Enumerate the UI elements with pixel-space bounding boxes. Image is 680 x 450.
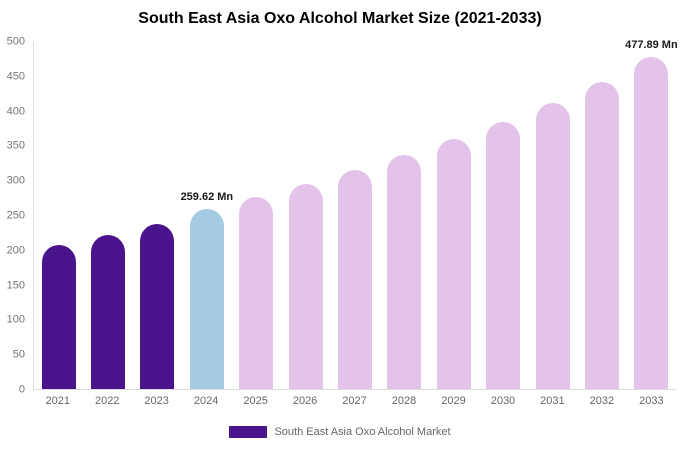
chart-title: South East Asia Oxo Alcohol Market Size … xyxy=(138,10,542,27)
bar-slot-2033: 477.89 Mn xyxy=(625,39,678,389)
y-axis: 0 50 100 150 200 250 300 350 400 450 500 xyxy=(0,36,28,395)
bar-2021 xyxy=(41,244,76,389)
y-tick-label: 350 xyxy=(6,139,25,152)
bar-slot-2029 xyxy=(429,42,478,389)
y-tick-label: 0 xyxy=(18,383,25,396)
x-tick-label-2024: 2024 xyxy=(193,395,219,407)
x-tick-label-2029: 2029 xyxy=(441,395,466,407)
y-tick-label: 450 xyxy=(6,70,25,83)
bar-slot-2027 xyxy=(330,42,379,389)
bar-slot-2032 xyxy=(577,42,626,389)
y-tick-label: 100 xyxy=(6,313,25,326)
y-tick-label: 400 xyxy=(6,105,25,118)
y-tick-label: 150 xyxy=(6,279,25,292)
x-tick-label-2023: 2023 xyxy=(144,395,169,407)
bar-2033 xyxy=(634,57,669,389)
bar-slot-2026 xyxy=(281,42,330,389)
bar-2027 xyxy=(338,170,373,389)
x-tick-label-2027: 2027 xyxy=(342,395,367,407)
bar-2030 xyxy=(486,121,521,389)
x-tick-label-2032: 2032 xyxy=(589,395,615,407)
bar-2029 xyxy=(436,139,471,389)
bar-slot-2023 xyxy=(133,42,182,389)
x-axis: 2021 2022 2023 2024 2025 2026 2027 2028 2029 2030… xyxy=(33,395,676,407)
x-tick-label-2022: 2022 xyxy=(94,395,120,407)
x-tick-label-2028: 2028 xyxy=(391,395,417,407)
bar-slot-2024: 259.62 Mn xyxy=(180,42,234,389)
bars: 259.62 Mn 477.89 Mn xyxy=(34,39,678,389)
bar-2022 xyxy=(91,234,126,389)
bar-2025 xyxy=(239,197,274,389)
legend-swatch xyxy=(229,426,268,438)
plot-area: 259.62 Mn 477.89 Mn xyxy=(33,39,678,390)
y-tick-label: 500 xyxy=(6,35,25,48)
bar-slot-2031 xyxy=(528,42,577,389)
bar-value-label-2024: 259.62 Mn xyxy=(180,190,234,203)
bar-slot-2022 xyxy=(83,42,132,389)
bar-2026 xyxy=(288,184,323,389)
x-tick-label-2026: 2026 xyxy=(292,395,318,407)
bar-2023 xyxy=(140,223,175,389)
bar-2028 xyxy=(387,155,422,389)
y-tick-label: 50 xyxy=(12,348,25,361)
legend: South East Asia Oxo Alcohol Market xyxy=(0,426,680,438)
bar-2032 xyxy=(584,82,619,389)
x-tick-label-2021: 2021 xyxy=(45,395,70,407)
y-tick-label: 250 xyxy=(6,209,25,222)
bar-2031 xyxy=(535,103,570,389)
x-tick-label-2031: 2031 xyxy=(540,395,565,407)
x-tick-label-2030: 2030 xyxy=(490,395,516,407)
bar-value-label-2033: 477.89 Mn xyxy=(625,39,678,52)
x-tick-label-2033: 2033 xyxy=(639,395,664,407)
y-tick-label: 200 xyxy=(6,244,25,257)
y-tick-label: 300 xyxy=(6,174,25,187)
bar-slot-2030 xyxy=(479,42,528,389)
x-tick-label-2025: 2025 xyxy=(243,395,268,407)
bar-slot-2028 xyxy=(380,42,429,389)
bar-slot-2025 xyxy=(232,42,281,389)
legend-label: South East Asia Oxo Alcohol Market xyxy=(274,426,451,438)
bar-slot-2021 xyxy=(34,42,83,389)
bar-2024 xyxy=(189,208,224,389)
